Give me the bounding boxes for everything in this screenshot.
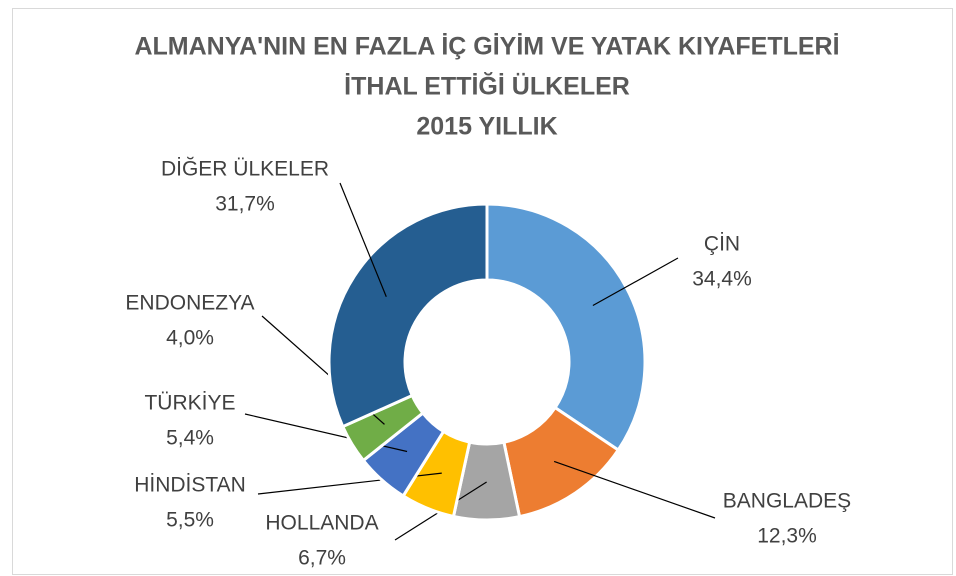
category-label: HOLLANDA bbox=[265, 512, 378, 535]
value-label: 5,4% bbox=[166, 427, 214, 450]
donut-slice bbox=[485, 202, 647, 453]
value-label: 5,5% bbox=[166, 509, 214, 532]
category-label: DİĞER ÜLKELER bbox=[161, 158, 329, 181]
category-label: TÜRKİYE bbox=[144, 392, 235, 415]
leader-line bbox=[592, 257, 679, 307]
category-label: BANGLADEŞ bbox=[723, 490, 851, 513]
value-label: 12,3% bbox=[757, 525, 817, 548]
chart-title: ALMANYA'NIN EN FAZLA İÇ GİYİM VE YATAK K… bbox=[134, 33, 839, 61]
category-label: ENDONEZYA bbox=[125, 292, 254, 315]
value-label: 4,0% bbox=[166, 327, 214, 350]
category-label: HİNDİSTAN bbox=[134, 474, 246, 497]
leader-line bbox=[339, 182, 387, 297]
value-label: 6,7% bbox=[298, 547, 346, 570]
chart-title: 2015 YILLIK bbox=[416, 113, 557, 141]
donut-slice bbox=[327, 202, 489, 429]
category-label: ÇİN bbox=[704, 233, 740, 256]
leader-line bbox=[553, 460, 716, 519]
chart-title: İTHAL ETTİĞİ ÜLKELER bbox=[344, 72, 630, 101]
value-label: 34,4% bbox=[692, 268, 752, 291]
value-label: 31,7% bbox=[215, 193, 275, 216]
